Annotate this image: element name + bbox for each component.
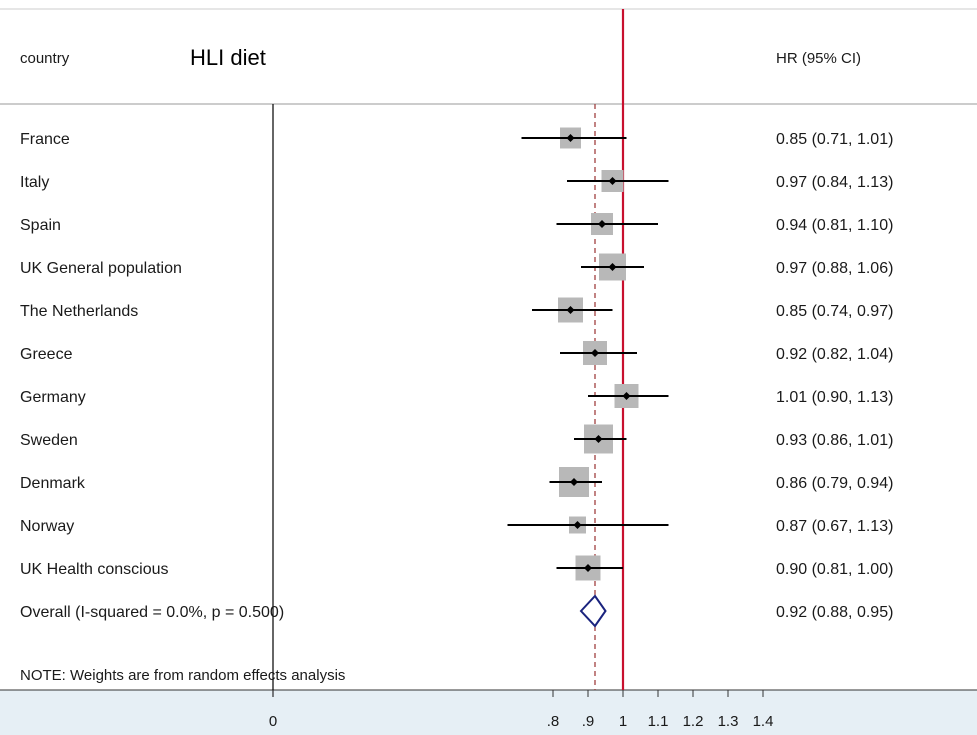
study-estimate: 0.93 (0.86, 1.01) — [776, 432, 893, 449]
study-marks — [507, 127, 669, 628]
point-estimate — [594, 435, 603, 443]
point-estimate — [566, 306, 575, 314]
point-estimate — [566, 134, 575, 142]
study-label: Greece — [20, 346, 73, 363]
study-label: The Netherlands — [20, 303, 138, 320]
footnote: NOTE: Weights are from random effects an… — [20, 667, 345, 684]
study-estimate: 0.90 (0.81, 1.00) — [776, 561, 893, 578]
study-label: UK General population — [20, 260, 182, 277]
axis-band — [0, 690, 977, 735]
study-estimate: 0.97 (0.88, 1.06) — [776, 260, 893, 277]
x-tick-label: .8 — [547, 713, 560, 730]
study-estimate: 1.01 (0.90, 1.13) — [776, 389, 893, 406]
study-label: France — [20, 131, 70, 148]
study-label: Italy — [20, 174, 49, 191]
study-label: Germany — [20, 389, 86, 406]
study-label: Norway — [20, 518, 74, 535]
overall-label: Overall (I-squared = 0.0%, p = 0.500) — [20, 604, 284, 621]
x-tick-label: 0 — [269, 713, 277, 730]
estimate-header: HR (95% CI) — [776, 50, 861, 67]
x-tick-label: 1.3 — [718, 713, 739, 730]
study-estimate: 0.92 (0.82, 1.04) — [776, 346, 893, 363]
overall-estimate: 0.92 (0.88, 0.95) — [776, 604, 893, 621]
x-axis-ticks: 0 .8 .9 1 1.1 1.2 1.3 1.4 — [269, 690, 774, 730]
study-estimate: 0.86 (0.79, 0.94) — [776, 475, 893, 492]
point-estimate — [622, 392, 631, 400]
study-label: Sweden — [20, 432, 78, 449]
plot-title: HLI diet — [190, 45, 266, 70]
x-tick-label: 1.1 — [648, 713, 669, 730]
study-estimate: 0.97 (0.84, 1.13) — [776, 174, 893, 191]
study-estimate: 0.94 (0.81, 1.10) — [776, 217, 893, 234]
study-rows: France 0.85 (0.71, 1.01) Italy 0.97 (0.84, … — [20, 131, 893, 621]
x-tick-label: 1.4 — [753, 713, 774, 730]
study-label: Denmark — [20, 475, 86, 492]
point-estimate — [608, 177, 617, 185]
point-estimate — [573, 521, 582, 529]
study-label: Spain — [20, 217, 61, 234]
point-estimate — [598, 220, 606, 228]
point-estimate — [591, 349, 599, 357]
study-estimate: 0.87 (0.67, 1.13) — [776, 518, 893, 535]
study-label: UK Health conscious — [20, 561, 169, 578]
x-tick-label: 1 — [619, 713, 627, 730]
study-estimate: 0.85 (0.71, 1.01) — [776, 131, 893, 148]
reference-lines — [594, 9, 625, 690]
point-estimate — [570, 478, 578, 486]
study-estimate: 0.85 (0.74, 0.97) — [776, 303, 893, 320]
country-header: country — [20, 50, 70, 67]
point-estimate — [608, 263, 617, 271]
point-estimate — [584, 564, 592, 572]
x-tick-label: 1.2 — [683, 713, 704, 730]
overall-diamond — [579, 594, 607, 628]
x-tick-label: .9 — [582, 713, 595, 730]
